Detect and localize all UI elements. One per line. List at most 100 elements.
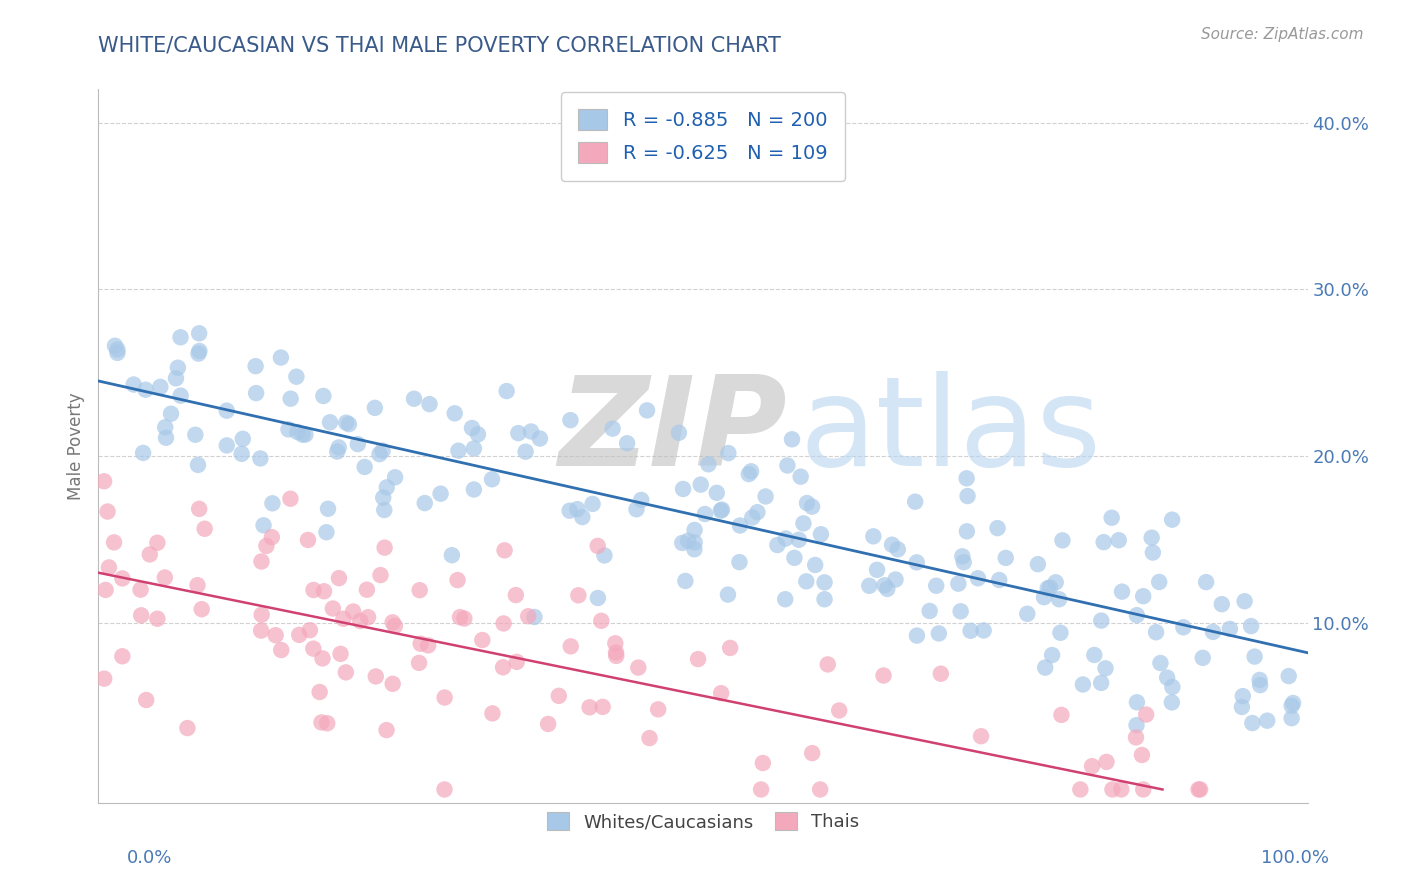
Point — [1243, 649, 1265, 664]
Point — [967, 571, 990, 585]
Point — [671, 536, 693, 550]
Point — [547, 689, 569, 703]
Point — [494, 543, 516, 558]
Point — [1090, 614, 1112, 628]
Point — [952, 555, 974, 569]
Point — [308, 685, 330, 699]
Point — [1071, 677, 1094, 691]
Point — [1094, 661, 1116, 675]
Point — [956, 489, 979, 503]
Point — [710, 686, 733, 700]
Point — [245, 359, 267, 373]
Point — [342, 605, 364, 619]
Point — [1160, 695, 1182, 709]
Point — [375, 480, 398, 494]
Point — [1135, 707, 1157, 722]
Point — [194, 522, 217, 536]
Point — [1126, 695, 1149, 709]
Point — [1040, 648, 1063, 662]
Point — [122, 377, 145, 392]
Point — [111, 649, 134, 664]
Point — [111, 571, 134, 585]
Point — [578, 700, 600, 714]
Point — [139, 548, 162, 562]
Point — [375, 723, 398, 737]
Point — [683, 535, 706, 549]
Point — [959, 624, 981, 638]
Point — [949, 604, 972, 618]
Point — [828, 703, 851, 717]
Point — [1111, 782, 1133, 797]
Text: 0.0%: 0.0% — [127, 849, 172, 867]
Point — [717, 588, 740, 602]
Point — [104, 339, 127, 353]
Point — [463, 442, 485, 456]
Point — [1219, 622, 1241, 636]
Point — [929, 666, 952, 681]
Point — [506, 655, 529, 669]
Point — [93, 672, 115, 686]
Point — [872, 668, 894, 682]
Point — [364, 401, 387, 415]
Point — [1256, 714, 1278, 728]
Point — [370, 568, 392, 582]
Point — [135, 383, 157, 397]
Point — [1092, 535, 1115, 549]
Point — [413, 496, 436, 510]
Point — [1049, 625, 1071, 640]
Point — [453, 611, 475, 625]
Point — [187, 458, 209, 472]
Point — [738, 467, 761, 482]
Point — [408, 656, 430, 670]
Point — [1281, 698, 1303, 713]
Point — [1233, 594, 1256, 608]
Point — [280, 392, 302, 406]
Point — [1069, 782, 1091, 797]
Point — [567, 588, 589, 602]
Point — [1232, 689, 1254, 703]
Point — [381, 615, 404, 630]
Point — [1230, 700, 1253, 714]
Point — [260, 530, 283, 544]
Point — [402, 392, 425, 406]
Point — [418, 639, 440, 653]
Point — [602, 422, 624, 436]
Point — [107, 343, 129, 357]
Point — [132, 446, 155, 460]
Point — [1033, 660, 1056, 674]
Point — [697, 457, 720, 471]
Point — [1017, 607, 1039, 621]
Point — [517, 609, 540, 624]
Point — [1045, 575, 1067, 590]
Point — [905, 629, 928, 643]
Point — [187, 346, 209, 360]
Point — [970, 729, 993, 743]
Point — [105, 346, 128, 360]
Point — [994, 550, 1017, 565]
Point — [1125, 731, 1147, 745]
Text: WHITE/CAUCASIAN VS THAI MALE POVERTY CORRELATION CHART: WHITE/CAUCASIAN VS THAI MALE POVERTY COR… — [98, 36, 782, 55]
Point — [160, 407, 183, 421]
Point — [250, 554, 273, 568]
Point — [529, 432, 551, 446]
Point — [492, 616, 515, 631]
Point — [710, 502, 733, 516]
Point — [467, 427, 489, 442]
Point — [481, 472, 503, 486]
Point — [668, 425, 690, 440]
Point — [165, 371, 187, 385]
Text: Source: ZipAtlas.com: Source: ZipAtlas.com — [1201, 27, 1364, 42]
Point — [1202, 624, 1225, 639]
Point — [1140, 531, 1163, 545]
Point — [866, 563, 889, 577]
Point — [905, 555, 928, 569]
Point — [332, 612, 354, 626]
Point — [706, 485, 728, 500]
Point — [884, 573, 907, 587]
Point — [1161, 513, 1184, 527]
Point — [571, 510, 593, 524]
Point — [149, 380, 172, 394]
Point — [880, 538, 903, 552]
Text: atlas: atlas — [800, 371, 1102, 492]
Point — [813, 575, 835, 590]
